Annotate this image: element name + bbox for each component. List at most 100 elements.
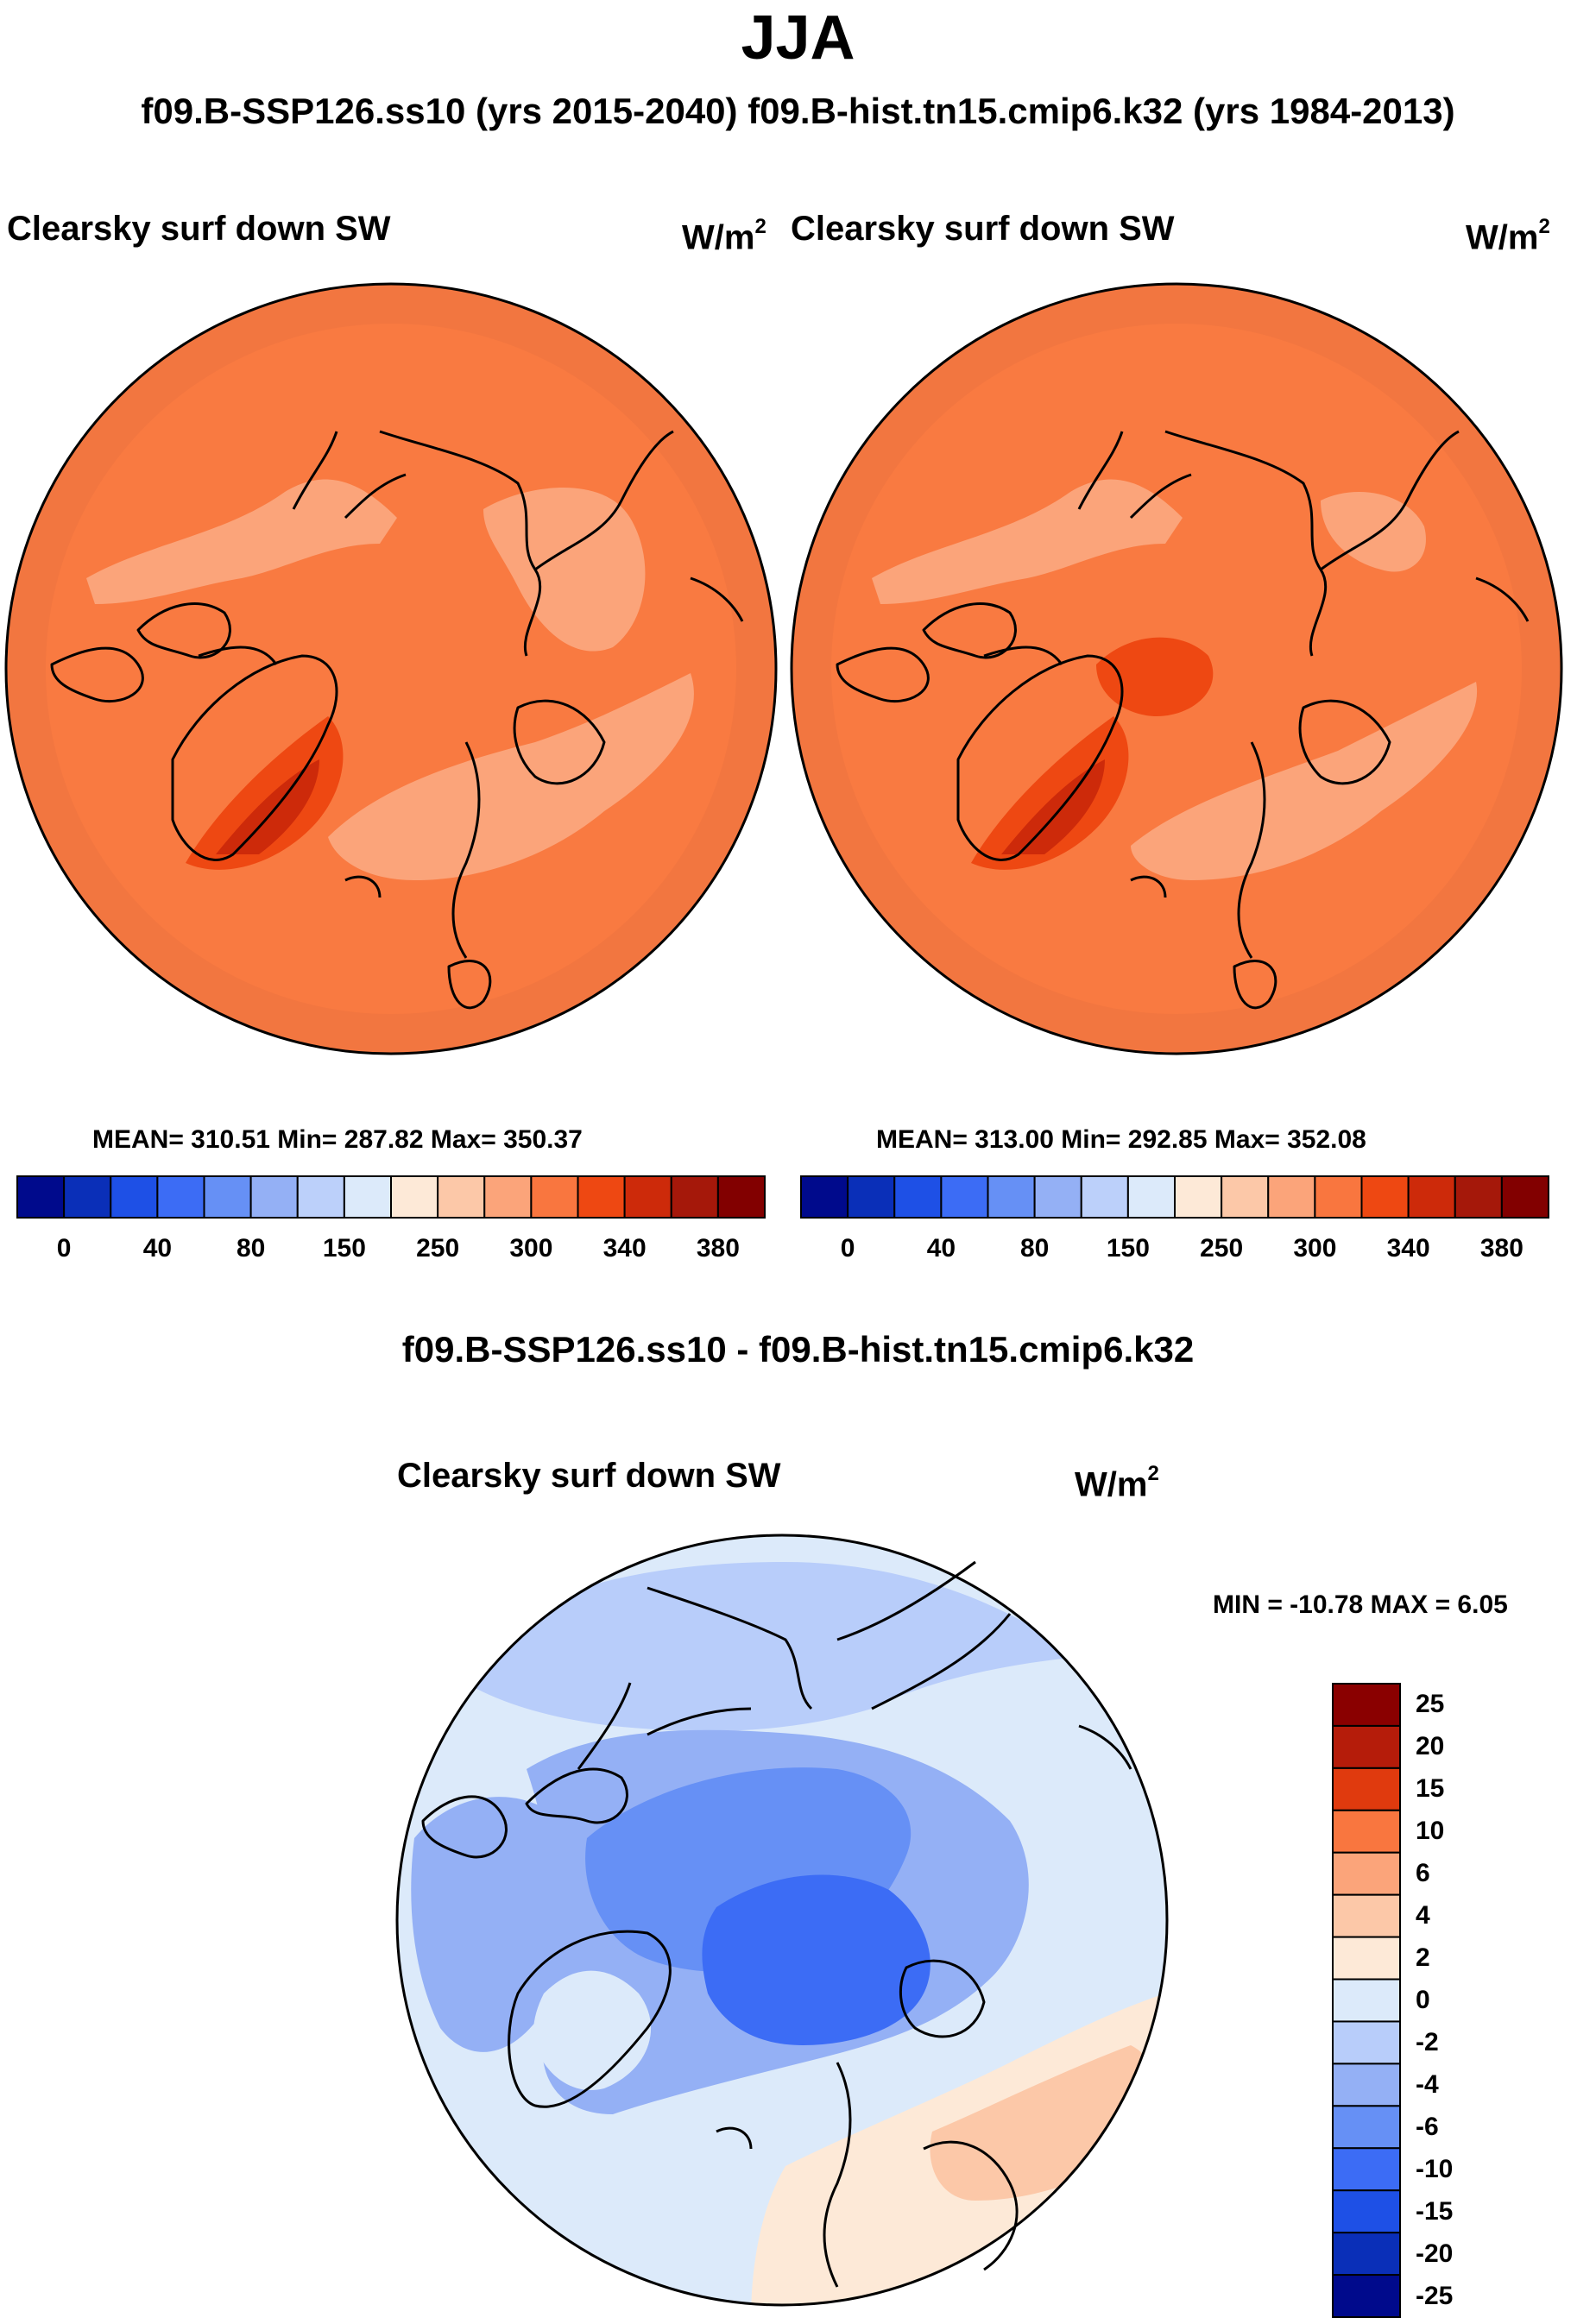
left-colorbar-tick-label: 250 [416,1234,460,1263]
left-colorbar-swatch [670,1175,719,1219]
left-colorbar-swatch [530,1175,579,1219]
left-colorbar-swatch [577,1175,626,1219]
diff-colorbar-swatch [1332,2147,1401,2192]
left-map-dark-patch-greenland [186,716,344,870]
left-colorbar-tick-label: 300 [509,1234,553,1263]
right-colorbar-swatch [1080,1175,1129,1219]
left-colorbar [16,1175,766,1219]
diff-colorbar-tick-label: 15 [1416,1774,1445,1804]
diff-colorbar-swatch [1332,1724,1401,1769]
diff-colorbar-tick-label: -20 [1416,2239,1454,2268]
left-colorbar-tick-label: 80 [236,1234,266,1263]
right-map-dark-patch-greenland [971,716,1129,870]
diff-map-light-patch-north [440,1562,1079,1731]
right-colorbar [800,1175,1549,1219]
diff-colorbar-swatch [1332,2232,1401,2277]
right-panel-title: Clearsky surf down SW [791,210,1175,248]
diff-colorbar-swatch [1332,1683,1401,1727]
right-colorbar-tick-label: 380 [1479,1234,1523,1263]
left-colorbar-tick-label: 150 [322,1234,366,1263]
right-colorbar-tick-label: 0 [840,1234,855,1263]
right-colorbar-tick-label: 40 [926,1234,956,1263]
diff-colorbar-tick-label: 20 [1416,1732,1445,1761]
diff-colorbar-swatch [1332,1851,1401,1896]
right-polar-map [790,282,1563,1055]
diff-panel-title: Clearsky surf down SW [397,1457,781,1495]
left-colorbar-swatch [343,1175,392,1219]
left-colorbar-swatch [156,1175,205,1219]
right-panel-units: W/m2 [1466,215,1550,257]
right-colorbar-swatch [800,1175,849,1219]
left-colorbar-swatch [390,1175,439,1219]
diff-colorbar-swatch [1332,1978,1401,2023]
right-map-border [790,282,1563,1055]
diff-colorbar-tick-label: 6 [1416,1859,1430,1888]
left-colorbar-tick-label: 380 [696,1234,740,1263]
right-colorbar-tick-label: 80 [1019,1234,1050,1263]
diff-map-border [395,1534,1169,2307]
right-panel-stats: MEAN= 313.00 Min= 292.85 Max= 352.08 [876,1125,1366,1154]
right-colorbar-tick-label: 300 [1293,1234,1337,1263]
diff-colorbar-tick-label: -6 [1416,2112,1439,2141]
left-panel-units: W/m2 [682,215,766,257]
diff-colorbar-swatch [1332,1893,1401,1938]
diff-colorbar-tick-label: -15 [1416,2196,1454,2226]
left-colorbar-swatch [16,1175,66,1219]
diff-colorbar-swatch [1332,2063,1401,2107]
left-map-light-patch-siberia [483,488,646,652]
difference-title: f09.B-SSP126.ss10 - f09.B-hist.tn15.cmip… [401,1329,1195,1370]
diff-colorbar-tick-label: -10 [1416,2154,1454,2183]
diff-colorbar-swatch [1332,2274,1401,2318]
right-colorbar-swatch [893,1175,943,1219]
left-map-interior [46,324,736,1014]
diff-colorbar-swatch [1332,1936,1401,1981]
left-colorbar-swatch [63,1175,112,1219]
right-colorbar-swatch [1174,1175,1223,1219]
left-map-light-patch-europe [328,673,694,880]
right-map-light-patch-pacific [872,479,1183,604]
right-colorbar-swatch [1033,1175,1082,1219]
diff-colorbar-tick-label: -2 [1416,2027,1439,2056]
diff-colorbar-tick-label: 10 [1416,1817,1445,1846]
diff-map-darkest-patch-barents [702,1874,930,2045]
diff-colorbar-swatch [1332,1809,1401,1854]
left-colorbar-swatch [296,1175,345,1219]
right-colorbar-tick-label: 150 [1106,1234,1150,1263]
right-colorbar-swatch [847,1175,896,1219]
right-colorbar-swatch [1454,1175,1503,1219]
right-colorbar-swatch [1126,1175,1176,1219]
run-comparison-subtitle: f09.B-SSP126.ss10 (yrs 2015-2040) f09.B-… [141,91,1455,131]
diff-polar-map [395,1534,1169,2307]
diff-map-mid-patch-west [411,1797,580,2052]
right-colorbar-swatch [1314,1175,1363,1219]
right-colorbar-swatch [1360,1175,1410,1219]
right-colorbar-swatch [1267,1175,1316,1219]
diff-map-light-patch-greenland [533,1970,652,2090]
right-colorbar-tick-label: 340 [1386,1234,1430,1263]
right-colorbar-tick-label: 250 [1200,1234,1244,1263]
diff-colorbar-tick-label: 2 [1416,1943,1430,1973]
diff-panel-stats: MIN = -10.78 MAX = 6.05 [1213,1590,1508,1619]
right-map-light-patch-europe [1131,682,1478,880]
left-colorbar-swatch [437,1175,486,1219]
left-colorbar-swatch [716,1175,766,1219]
left-colorbar-swatch [203,1175,252,1219]
left-map-border [4,282,778,1055]
left-colorbar-swatch [110,1175,159,1219]
left-panel-stats: MEAN= 310.51 Min= 287.82 Max= 350.37 [92,1125,583,1154]
left-map-light-patch-pacific [86,479,397,604]
diff-map-coastlines [421,1560,1132,2288]
left-polar-map [4,282,778,1055]
left-panel-title: Clearsky surf down SW [7,210,391,248]
left-colorbar-swatch [249,1175,299,1219]
left-colorbar-swatch [483,1175,533,1219]
left-colorbar-tick-label: 340 [602,1234,647,1263]
right-colorbar-swatch [1500,1175,1549,1219]
diff-colorbar-tick-label: 4 [1416,1901,1430,1930]
right-colorbar-swatch [940,1175,989,1219]
diff-colorbar-swatch [1332,1767,1401,1811]
diff-panel-units: W/m2 [1075,1462,1159,1504]
diff-colorbar-swatch [1332,2189,1401,2234]
right-colorbar-swatch [1221,1175,1270,1219]
right-colorbar-swatch [1407,1175,1456,1219]
